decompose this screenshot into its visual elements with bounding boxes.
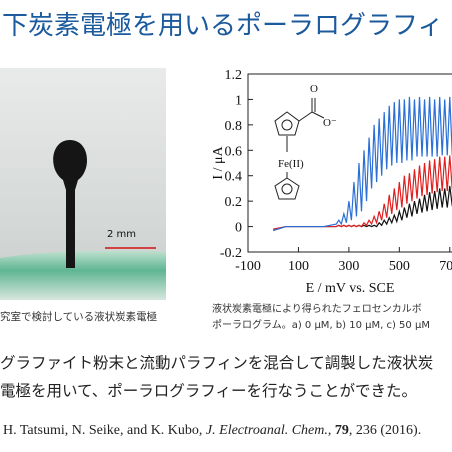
structure-label: O — [310, 83, 318, 95]
data-line — [273, 155, 452, 230]
y-tick-label: 0 — [235, 221, 242, 236]
cp-ring — [274, 177, 300, 200]
x-tick-label: 500 — [389, 259, 410, 274]
cp-ring-circle — [281, 183, 293, 195]
y-tick-label: -0.2 — [220, 246, 242, 261]
reference-text: , — [328, 423, 335, 438]
data-line — [273, 96, 452, 231]
electrode — [53, 140, 88, 268]
ferrocene — [274, 98, 325, 200]
y-tick-label: 1.2 — [225, 68, 243, 83]
reference-volume: 79 — [335, 423, 349, 438]
x-tick-label: 300 — [338, 259, 359, 274]
reference: H. Tatsumi, N. Seike, and K. Kubo, J. El… — [3, 423, 421, 438]
reference-journal: J. Electroanal. Chem. — [206, 423, 328, 438]
carboxylate-bonds — [298, 98, 325, 122]
x-tick-label: -100 — [235, 259, 261, 274]
scale-label: 2 mm — [107, 229, 136, 240]
photo: 2 mm — [0, 68, 166, 300]
reference-text: , 236 (2016). — [349, 423, 421, 438]
slide-title: 下炭素電極を用いるポーラログラフィ — [2, 11, 443, 41]
y-axis-label: I / μA — [211, 146, 226, 180]
y-tick-label: 1 — [235, 93, 242, 108]
chart-caption: 液状炭素電極により得られたフェロセンカルボ — [212, 302, 422, 315]
photo-base — [0, 250, 166, 300]
body-text: グラファイト粉末と流動パラフィンを混合して調製した液状炭 — [0, 354, 433, 372]
x-axis-label: E / mV vs. SCE — [306, 281, 395, 296]
x-tick-label: 100 — [288, 259, 309, 274]
y-tick-label: 0.6 — [225, 144, 243, 159]
photo-caption: 究室で検討している液状炭素電極 — [0, 310, 157, 323]
structure-label: Fe(II) — [278, 158, 304, 170]
y-tick-label: 0.2 — [225, 195, 243, 210]
structure-label: O⁻ — [323, 117, 337, 129]
y-tick-label: 0.4 — [225, 170, 243, 185]
cp-ring — [274, 111, 300, 136]
body-text: 電極を用いて、ポーラログラフィーを行なうことができた。 — [0, 382, 417, 400]
y-tick-label: 0.8 — [225, 119, 243, 134]
plot-frame — [247, 73, 452, 253]
reference-authors: H. Tatsumi, N. Seike, and K. Kubo, — [3, 423, 206, 438]
chart-caption: ポーラログラム。a) 0 μM, b) 10 μM, c) 50 μM — [212, 318, 430, 331]
x-tick-label: 700 — [439, 259, 452, 274]
cp-ring-circle — [281, 119, 293, 131]
